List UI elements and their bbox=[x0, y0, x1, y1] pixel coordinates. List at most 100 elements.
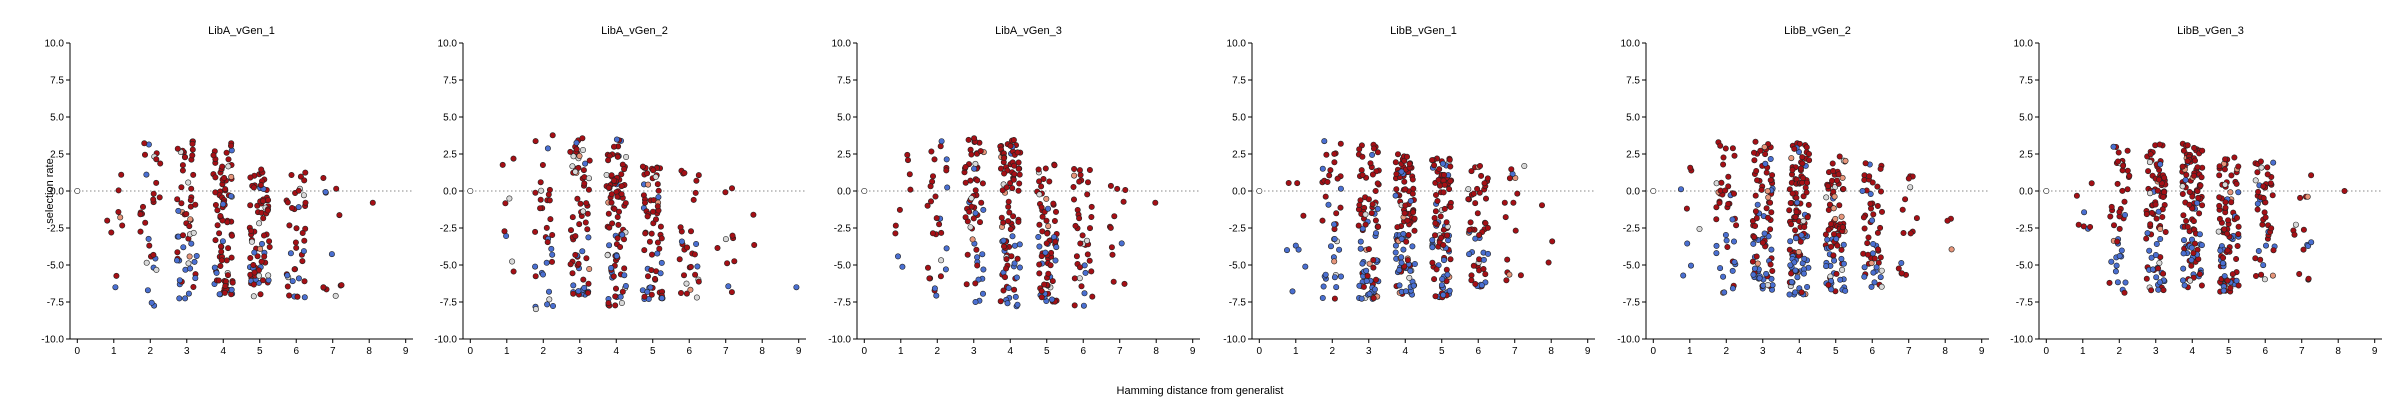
data-point bbox=[2110, 143, 2117, 150]
data-point bbox=[215, 277, 222, 284]
data-point bbox=[644, 288, 651, 295]
y-tick-label: -7.5 bbox=[440, 298, 458, 309]
data-point bbox=[646, 238, 653, 245]
data-point bbox=[2269, 192, 2276, 199]
data-point bbox=[1331, 150, 1338, 157]
data-point bbox=[210, 152, 217, 159]
data-point bbox=[532, 228, 539, 235]
data-point bbox=[2182, 177, 2189, 184]
data-point bbox=[2121, 198, 2128, 205]
y-tick-label: 2.5 bbox=[1232, 150, 1246, 161]
data-point bbox=[1337, 204, 1344, 211]
data-point bbox=[1077, 264, 1084, 271]
data-point bbox=[964, 251, 971, 258]
data-point bbox=[2264, 171, 2271, 178]
data-point bbox=[213, 269, 220, 276]
data-point bbox=[2155, 208, 2162, 215]
data-point bbox=[538, 187, 545, 194]
data-point bbox=[612, 302, 619, 309]
data-point bbox=[302, 199, 309, 206]
data-point bbox=[178, 200, 185, 207]
data-point bbox=[1753, 215, 1760, 222]
data-point bbox=[2087, 224, 2094, 231]
data-point bbox=[1830, 252, 1837, 259]
data-point bbox=[1036, 243, 1043, 250]
y-tick-label: -7.5 bbox=[834, 298, 852, 309]
data-point bbox=[543, 224, 550, 231]
data-point bbox=[1039, 213, 1046, 220]
data-point bbox=[1073, 253, 1080, 260]
data-point bbox=[2186, 189, 2193, 196]
x-tick-label: 9 bbox=[403, 346, 409, 357]
y-tick-label: 2.5 bbox=[50, 150, 64, 161]
data-point bbox=[1465, 186, 1472, 193]
data-point bbox=[1429, 237, 1436, 244]
y-tick-label: 2.5 bbox=[443, 150, 457, 161]
data-point bbox=[979, 251, 986, 258]
data-point bbox=[1824, 236, 1831, 243]
data-point bbox=[1791, 145, 1798, 152]
x-tick-label: 5 bbox=[257, 346, 263, 357]
panel-title: LibA_vGen_2 bbox=[601, 25, 668, 37]
data-point bbox=[642, 230, 649, 237]
x-tick-label: 2 bbox=[147, 346, 153, 357]
data-point bbox=[301, 237, 308, 244]
data-point bbox=[1082, 269, 1089, 276]
data-point bbox=[1480, 265, 1487, 272]
data-point bbox=[182, 295, 189, 302]
data-point bbox=[1438, 282, 1445, 289]
data-point bbox=[539, 271, 546, 278]
data-point bbox=[687, 228, 694, 235]
data-point bbox=[1731, 152, 1738, 159]
data-point bbox=[965, 136, 972, 143]
data-point bbox=[2233, 255, 2240, 262]
data-point bbox=[153, 156, 160, 163]
data-point bbox=[1866, 173, 1873, 180]
data-point bbox=[1757, 147, 1764, 154]
data-point bbox=[2224, 230, 2231, 237]
data-point bbox=[1474, 185, 1481, 192]
data-point bbox=[1036, 191, 1043, 198]
data-point bbox=[2258, 271, 2265, 278]
data-point bbox=[1751, 149, 1758, 156]
data-point bbox=[293, 244, 300, 251]
data-point bbox=[575, 288, 582, 295]
data-point bbox=[1046, 178, 1053, 185]
data-point bbox=[606, 224, 613, 231]
data-point bbox=[687, 263, 694, 270]
x-tick-label: 1 bbox=[898, 346, 904, 357]
data-point bbox=[567, 261, 574, 268]
y-tick-label: -10.0 bbox=[1617, 335, 1640, 346]
data-point bbox=[1836, 202, 1843, 209]
data-point bbox=[1825, 183, 1832, 190]
data-point bbox=[2153, 241, 2160, 248]
data-point bbox=[980, 266, 987, 273]
data-point bbox=[1363, 267, 1370, 274]
data-point bbox=[2116, 225, 2123, 232]
data-point bbox=[1372, 188, 1379, 195]
data-point bbox=[2188, 262, 2195, 269]
data-point bbox=[1366, 260, 1373, 267]
data-point bbox=[613, 136, 620, 143]
data-point bbox=[1729, 267, 1736, 274]
data-point bbox=[1084, 251, 1091, 258]
data-point bbox=[997, 165, 1004, 172]
data-point bbox=[1793, 209, 1800, 216]
data-point bbox=[929, 173, 936, 180]
x-tick-label: 9 bbox=[2372, 346, 2378, 357]
data-point bbox=[2255, 248, 2262, 255]
data-point bbox=[1878, 283, 1885, 290]
data-point bbox=[2224, 277, 2231, 284]
data-point bbox=[580, 208, 587, 215]
data-point bbox=[1834, 242, 1841, 249]
data-point bbox=[153, 179, 160, 186]
data-point bbox=[1371, 286, 1378, 293]
data-point bbox=[258, 166, 265, 173]
data-point bbox=[1011, 260, 1018, 267]
data-point bbox=[1713, 250, 1720, 257]
data-point bbox=[2108, 258, 2115, 265]
data-point bbox=[2270, 247, 2277, 254]
data-point bbox=[1786, 246, 1793, 253]
data-point bbox=[658, 235, 665, 242]
data-point bbox=[1443, 219, 1450, 226]
